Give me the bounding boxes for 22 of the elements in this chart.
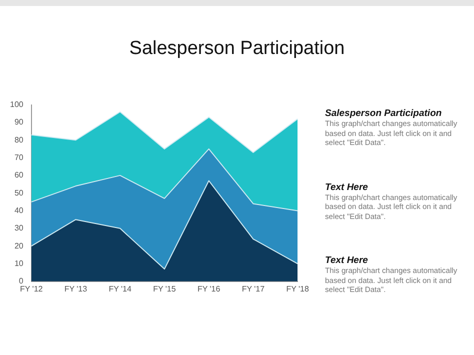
text: Text Here <box>325 182 369 192</box>
y-tick-label: 0 <box>18 276 24 286</box>
x-tick-label: FY '14 <box>108 284 132 294</box>
x-tick-label: FY '17 <box>242 284 266 294</box>
y-tick-label: 50 <box>14 188 24 198</box>
y-tick-label: 20 <box>14 241 24 250</box>
chart-title: Salesperson Participation <box>128 38 346 60</box>
y-tick-label: 90 <box>14 118 24 127</box>
x-tick-label: FY '15 <box>153 284 176 294</box>
y-tick-label: 100 <box>10 100 24 110</box>
x-tick-label: FY '13 <box>64 284 88 294</box>
y-tick-label: 30 <box>14 224 24 233</box>
y-tick-label: 70 <box>14 152 24 162</box>
x-tick-label: FY '16 <box>197 284 221 294</box>
x-tick-label: FY '18 <box>286 284 310 294</box>
text: Text Here <box>325 255 369 266</box>
y-tick-label: 40 <box>14 206 24 215</box>
y-tick-label: 80 <box>14 135 24 144</box>
x-tick-label: FY '12 <box>20 284 44 294</box>
y-tick-label: 10 <box>14 258 24 268</box>
y-tick-label: 60 <box>14 170 24 180</box>
text: Salesperson Participation <box>325 108 443 119</box>
